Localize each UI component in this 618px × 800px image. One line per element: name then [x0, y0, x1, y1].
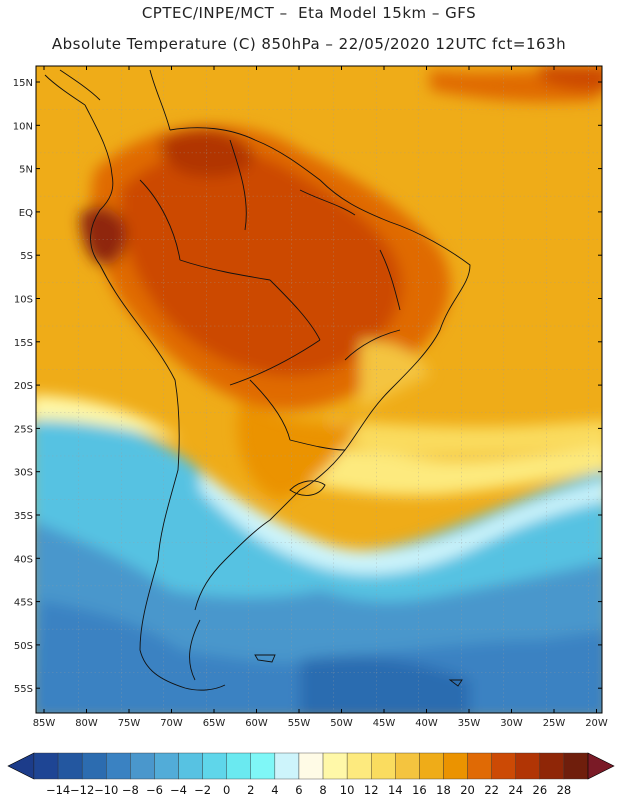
lat-tick-label: 5N — [19, 165, 33, 176]
colorbar-label: 8 — [319, 783, 326, 797]
lat-tick-label: 55S — [14, 684, 33, 695]
colorbar-swatch — [154, 752, 179, 780]
colorbar-label: 12 — [364, 783, 379, 797]
colorbar-swatch — [57, 752, 83, 780]
colorbar-swatch — [202, 752, 227, 780]
colorbar-swatch — [539, 752, 565, 780]
colorbar-over-arrow — [587, 752, 615, 780]
colorbar-swatch — [298, 752, 324, 780]
colorbar-label: 24 — [508, 783, 523, 797]
longitude-axis: 85W 80W 75W 70W 65W 60W 55W 50W 45W 40W 35W 30W 25W 2… — [33, 66, 608, 729]
colorbar-swatch — [106, 752, 131, 780]
lat-tick-label: 15N — [13, 78, 33, 89]
colorbar-label: 18 — [436, 783, 451, 797]
coastlines — [44, 69, 471, 691]
lat-tick-label: 30S — [14, 468, 33, 479]
colorbar-label: 26 — [533, 783, 548, 797]
lon-tick-label: 85W — [33, 718, 56, 729]
colorbar-label: −4 — [170, 783, 187, 797]
lon-tick-label: 20W — [585, 718, 608, 729]
colorbar-swatch — [395, 752, 420, 780]
lon-tick-label: 50W — [330, 718, 353, 729]
colorbar-label: −6 — [146, 783, 163, 797]
temperature-field — [36, 66, 602, 713]
colorbar-swatch — [443, 752, 468, 780]
lat-tick-label: EQ — [19, 208, 33, 219]
lat-tick-label: 20S — [14, 381, 33, 392]
colorbar-swatch — [371, 752, 396, 780]
colorbar-swatch — [322, 752, 348, 780]
colorbar-label: 16 — [412, 783, 427, 797]
colorbar-swatch — [346, 752, 372, 780]
lat-tick-label: 35S — [14, 511, 33, 522]
lat-tick-label: 25S — [14, 424, 33, 435]
colorbar-label: −2 — [194, 783, 211, 797]
lon-tick-label: 60W — [245, 718, 268, 729]
lat-tick-label: 10N — [13, 121, 33, 132]
chart-title-line2: Absolute Temperature (C) 850hPa – 22/05/… — [51, 35, 567, 53]
map-frame — [35, 65, 603, 714]
colorbar-label: −10 — [94, 783, 118, 797]
colorbar-swatch — [467, 752, 492, 780]
lat-tick-label: 45S — [14, 598, 33, 609]
colorbar-swatch — [178, 752, 203, 780]
lat-tick-label: 5S — [20, 251, 33, 262]
colorbar-label: 6 — [295, 783, 302, 797]
lat-tick-label: 15S — [14, 338, 33, 349]
lon-tick-label: 55W — [288, 718, 311, 729]
lon-tick-label: 80W — [75, 718, 98, 729]
colorbar-swatch — [33, 752, 59, 780]
latitude-axis: 15N 10N 5N EQ 5S 10S 15S 20S 25S 30S 35S 40S 45S 50S 5… — [13, 78, 602, 695]
lat-tick-label: 40S — [14, 554, 33, 565]
colorbar-swatch — [274, 752, 300, 780]
colorbar-label: 0 — [223, 783, 230, 797]
colorbar-label: 22 — [484, 783, 499, 797]
colorbar-swatch — [491, 752, 516, 780]
colorbar-label: 2 — [247, 783, 254, 797]
colorbar-swatch — [226, 752, 251, 780]
colorbar-label: −14 — [46, 783, 70, 797]
colorbar-label: 4 — [271, 783, 278, 797]
colorbar-label: 10 — [340, 783, 355, 797]
lon-tick-label: 75W — [118, 718, 141, 729]
colorbar-swatch — [563, 752, 589, 780]
lat-tick-label: 50S — [14, 641, 33, 652]
colorbar-swatch — [515, 752, 541, 780]
colorbar-swatch — [130, 752, 155, 780]
colorbar-swatch — [250, 752, 276, 780]
colorbar-swatch — [419, 752, 444, 780]
lon-tick-label: 40W — [415, 718, 438, 729]
lon-tick-label: 65W — [203, 718, 226, 729]
lon-tick-label: 25W — [543, 718, 566, 729]
lon-tick-label: 45W — [373, 718, 396, 729]
colorbar-label: −12 — [70, 783, 94, 797]
colorbar-label: 20 — [460, 783, 475, 797]
lon-tick-label: 70W — [160, 718, 183, 729]
colorbar-label: 28 — [557, 783, 572, 797]
chart-title-line1: CPTEC/INPE/MCT – Eta Model 15km – GFS — [141, 4, 477, 22]
colorbar-label: −8 — [122, 783, 139, 797]
lon-tick-label: 30W — [500, 718, 523, 729]
colorbar-label: 14 — [388, 783, 403, 797]
colorbar: −14 −12 −10 −8 −6 −4 −2 0 2 4 6 8 10 12 14 16 18 20 22 24 26… — [7, 752, 615, 797]
lat-tick-label: 10S — [14, 295, 33, 306]
lon-tick-label: 35W — [458, 718, 481, 729]
colorbar-under-arrow — [7, 752, 35, 780]
colorbar-swatch — [81, 752, 107, 780]
